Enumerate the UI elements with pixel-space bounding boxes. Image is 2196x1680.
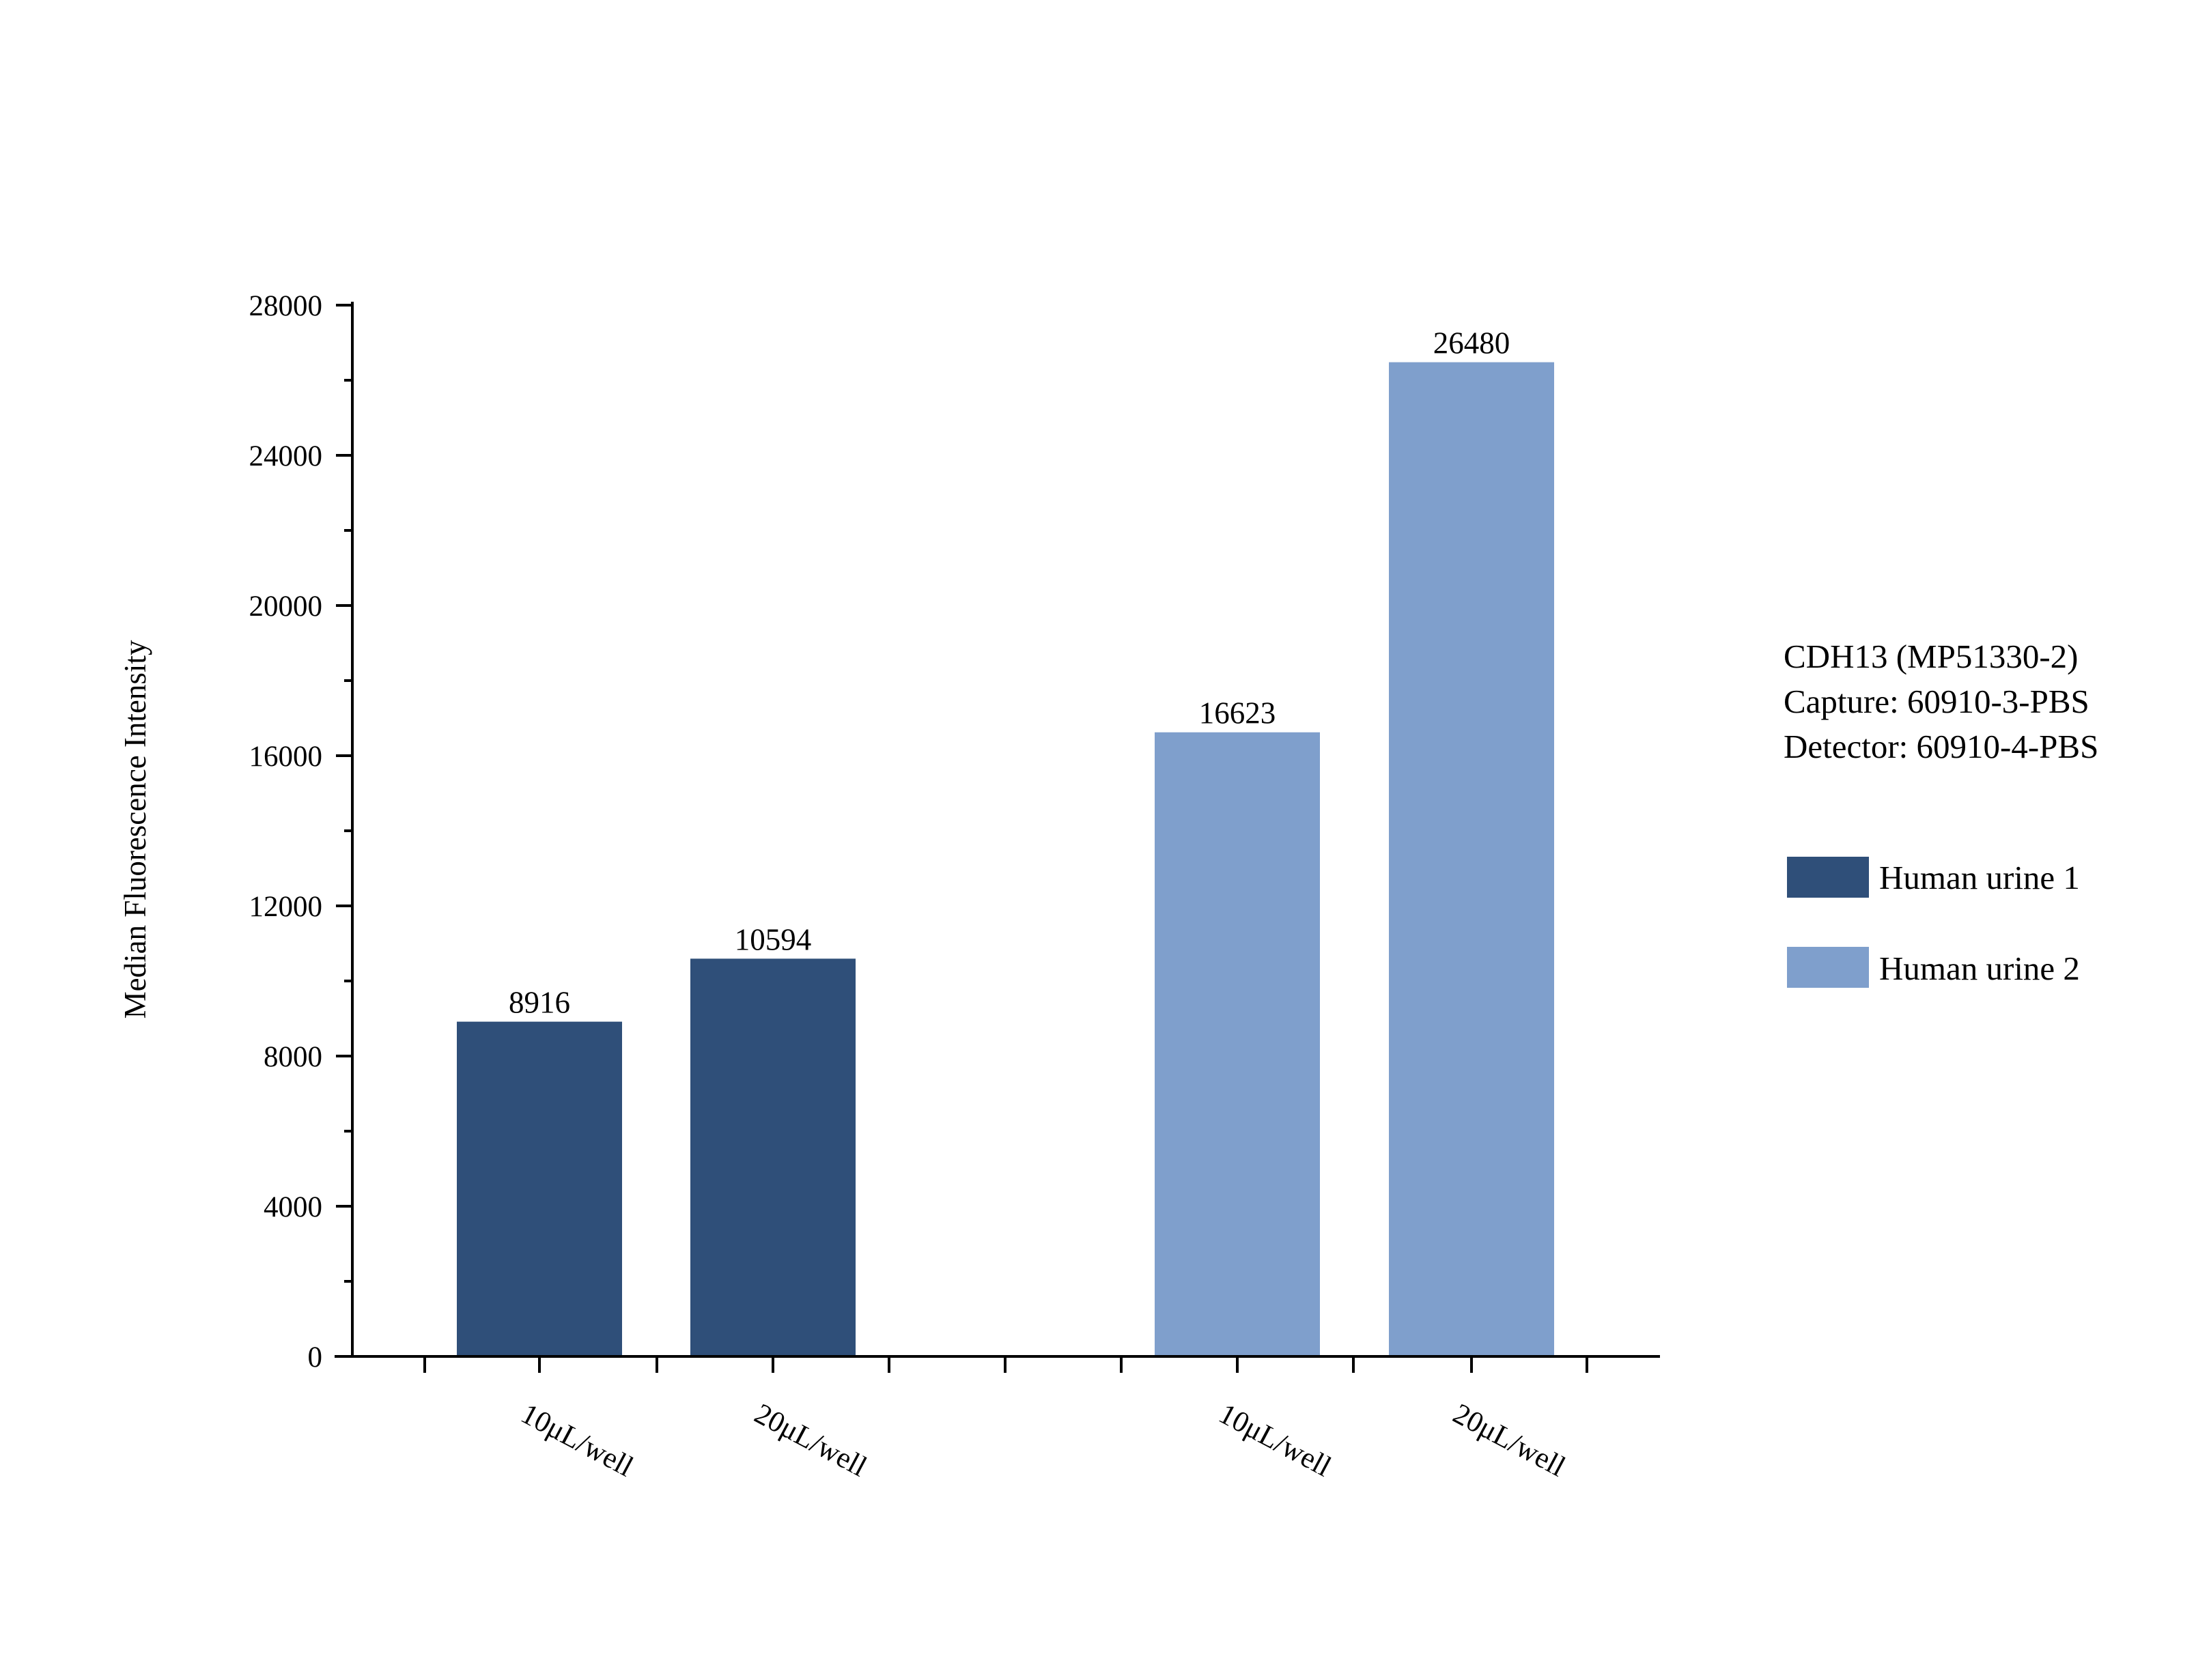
data-label: 16623 <box>1199 696 1276 730</box>
y-tick-label: 4000 <box>264 1191 322 1223</box>
data-labels-group: 8916 10594 16623 26480 <box>509 326 1510 1020</box>
bar <box>1155 732 1320 1356</box>
info-line-detector: Detector: 60910-4-PBS <box>1784 728 2098 765</box>
y-tick-label: 0 <box>308 1341 323 1373</box>
legend-swatch-human-urine-2 <box>1787 947 1869 988</box>
chart-info-block: CDH13 (MP51330-2) Capture: 60910-3-PBS D… <box>1784 638 2098 765</box>
y-tick-label: 12000 <box>249 891 323 923</box>
x-tick-label: 10μL/well <box>516 1397 638 1483</box>
y-tick-label: 8000 <box>264 1041 322 1073</box>
bar <box>1389 362 1554 1356</box>
x-tick-label: 20μL/well <box>1448 1397 1571 1483</box>
x-tick-labels-group: 10μL/well 20μL/well 10μL/well 20μL/well <box>516 1397 1571 1483</box>
legend-item-human-urine-1: Human urine 1 <box>1787 857 2080 898</box>
x-tick-label: 20μL/well <box>749 1397 872 1483</box>
info-line-antibody: CDH13 (MP51330-2) <box>1784 638 2078 675</box>
data-label: 10594 <box>735 922 812 956</box>
legend-label-human-urine-1: Human urine 1 <box>1879 859 2080 896</box>
y-tick-label: 24000 <box>249 440 323 472</box>
y-tick-label: 20000 <box>249 590 323 623</box>
legend-swatch-human-urine-1 <box>1787 857 1869 898</box>
bar <box>690 958 856 1356</box>
x-tick-label: 10μL/well <box>1213 1397 1336 1483</box>
bar <box>457 1021 622 1356</box>
legend-label-human-urine-2: Human urine 2 <box>1879 950 2080 987</box>
info-line-capture: Capture: 60910-3-PBS <box>1784 683 2089 720</box>
y-tick-label: 28000 <box>249 290 323 322</box>
legend: Human urine 1 Human urine 2 <box>1787 857 2080 988</box>
y-axis-ticks: 0 4000 8000 12000 16000 20000 24000 28000 <box>249 290 352 1373</box>
y-axis-title: Median Fluorescence Intensity <box>118 640 152 1019</box>
data-label: 26480 <box>1433 326 1510 360</box>
y-tick-label: 16000 <box>249 741 323 773</box>
data-label: 8916 <box>509 986 570 1020</box>
legend-item-human-urine-2: Human urine 2 <box>1787 947 2080 988</box>
x-axis-ticks <box>423 1356 1588 1373</box>
bars-group <box>457 362 1554 1356</box>
